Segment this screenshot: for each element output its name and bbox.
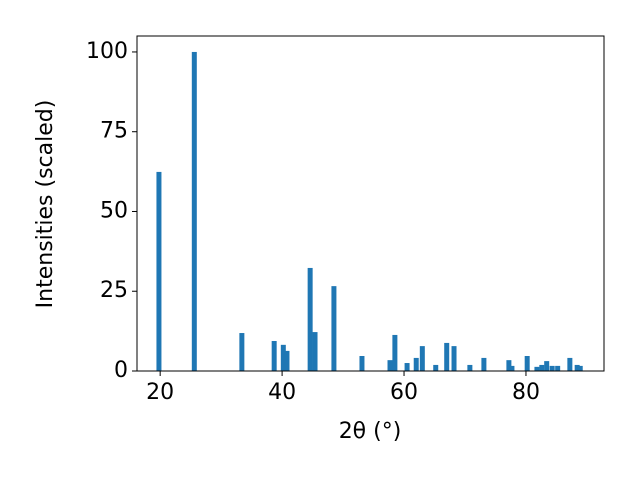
bar [271, 341, 277, 371]
bar [387, 360, 393, 371]
bar [467, 364, 473, 371]
x-tick-label: 60 [390, 380, 418, 405]
bar [544, 361, 550, 371]
bar [567, 357, 573, 371]
bar [524, 356, 530, 371]
x-tick-label: 20 [146, 380, 174, 405]
bar [577, 365, 583, 371]
y-tick-label: 25 [100, 278, 128, 303]
x-tick-label: 80 [512, 380, 540, 405]
bar [359, 356, 365, 371]
bar [280, 344, 286, 371]
bar [392, 334, 398, 371]
bar [239, 333, 245, 371]
bar [307, 267, 313, 371]
bar [419, 346, 425, 371]
bar [312, 332, 318, 371]
bar [506, 360, 512, 371]
y-axis-label: Intensities (scaled) [33, 100, 58, 309]
bar [534, 366, 540, 371]
y-tick-label: 0 [114, 358, 128, 383]
bar [404, 363, 410, 371]
y-tick-label: 75 [100, 119, 128, 144]
bar [413, 357, 419, 371]
x-tick-label: 40 [268, 380, 296, 405]
y-tick-label: 100 [86, 39, 128, 64]
x-axis-label: 2θ (°) [339, 419, 402, 444]
bar [555, 365, 561, 371]
bar [481, 357, 487, 371]
bar [509, 365, 515, 371]
plot-frame [136, 35, 605, 372]
bar [451, 346, 457, 371]
bar [433, 364, 439, 371]
y-tick-label: 50 [100, 198, 128, 223]
bar [331, 286, 337, 371]
bar [191, 51, 197, 371]
bar [444, 342, 450, 371]
bar [574, 364, 580, 371]
bar [549, 365, 555, 371]
bar [284, 350, 290, 371]
bar [156, 171, 162, 371]
bar [539, 364, 545, 371]
